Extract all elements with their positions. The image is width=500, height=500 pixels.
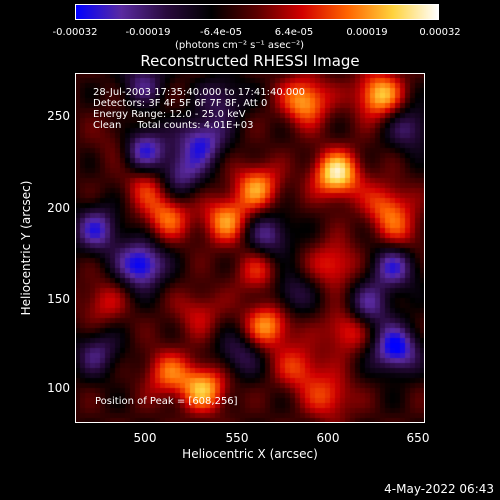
y-tick-label: 150	[47, 292, 70, 306]
colorbar-tick-label: 0.00019	[346, 27, 388, 38]
y-axis-label: Heliocentric Y (arcsec)	[19, 180, 33, 316]
colorbar	[75, 4, 439, 20]
x-tick-label: 500	[133, 431, 157, 445]
clean-counts-text: Clean Total counts: 4.01E+03	[93, 120, 254, 131]
plot-area: 28-Jul-2003 17:35:40.000 to 17:41:40.000…	[75, 73, 425, 423]
heatmap-image	[75, 73, 425, 423]
colorbar-units: (photons cm⁻² s⁻¹ asec⁻²)	[175, 40, 305, 51]
x-axis-label: Heliocentric X (arcsec)	[182, 447, 318, 461]
detectors-text: Detectors: 3F 4F 5F 6F 7F 8F, Att 0	[93, 98, 268, 109]
peak-position-text: Position of Peak = [608,256]	[95, 396, 238, 407]
footer-date: 4-May-2022 06:43	[384, 482, 494, 496]
colorbar-tick-label: -6.4e-05	[200, 27, 242, 38]
time-range-text: 28-Jul-2003 17:35:40.000 to 17:41:40.000	[93, 87, 305, 98]
y-tick-label: 250	[47, 109, 70, 123]
colorbar-tick-label: 0.00032	[419, 27, 461, 38]
x-tick-label: 550	[225, 431, 249, 445]
colorbar-tick-label: -0.00032	[52, 27, 98, 38]
colorbar-tick-label: -0.00019	[125, 27, 171, 38]
colorbar-tick-label: 6.4e-05	[274, 27, 314, 38]
chart-title: Reconstructed RHESSI Image	[140, 52, 360, 70]
x-tick-label: 650	[406, 431, 430, 445]
energy-range-text: Energy Range: 12.0 - 25.0 keV	[93, 109, 246, 120]
x-tick-label: 600	[316, 431, 340, 445]
y-tick-label: 100	[47, 381, 70, 395]
y-tick-label: 200	[47, 201, 70, 215]
